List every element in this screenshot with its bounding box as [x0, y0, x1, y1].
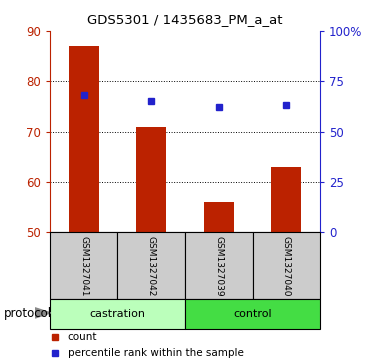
Polygon shape	[35, 308, 51, 318]
Text: GDS5301 / 1435683_PM_a_at: GDS5301 / 1435683_PM_a_at	[87, 13, 283, 26]
Text: protocol: protocol	[4, 307, 52, 320]
Bar	[136, 127, 166, 232]
Bar	[68, 46, 99, 232]
Bar	[271, 167, 302, 232]
Bar	[50, 299, 185, 329]
Text: control: control	[233, 309, 272, 319]
Text: GSM1327041: GSM1327041	[79, 236, 88, 296]
Text: castration: castration	[90, 309, 145, 319]
Bar	[50, 232, 118, 299]
Bar	[204, 202, 234, 232]
Text: percentile rank within the sample: percentile rank within the sample	[67, 348, 243, 358]
Bar	[185, 232, 253, 299]
Bar	[118, 232, 185, 299]
Text: count: count	[67, 332, 97, 342]
Text: GSM1327042: GSM1327042	[147, 236, 156, 296]
Text: GSM1327040: GSM1327040	[282, 236, 291, 296]
Bar	[253, 232, 320, 299]
Text: GSM1327039: GSM1327039	[214, 236, 223, 296]
Bar	[185, 299, 320, 329]
